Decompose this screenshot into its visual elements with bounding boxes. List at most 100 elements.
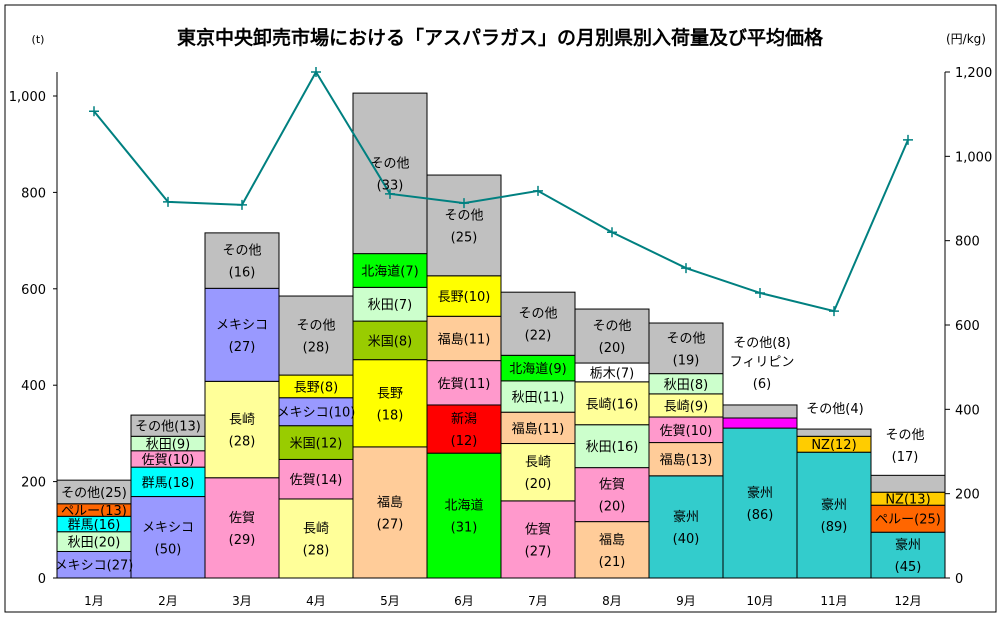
- x-tick-label: 3月: [232, 594, 252, 608]
- data-label: メキシコ(27): [55, 559, 134, 574]
- outside-data-label: フィリピン(6): [730, 355, 795, 392]
- bar-segment: [574, 381, 650, 426]
- data-label: 福島(13): [660, 453, 713, 468]
- price-point: [163, 196, 173, 207]
- bar-segment: [722, 427, 798, 579]
- data-label: 佐賀(29): [229, 511, 256, 548]
- y-tick-label: 0: [38, 572, 46, 587]
- data-label: 豪州(86): [747, 485, 774, 523]
- data-label: ペルー(25): [875, 513, 941, 528]
- bar-segment: [352, 286, 428, 322]
- x-tick-label: 11月: [820, 594, 847, 608]
- bar-segment: [204, 287, 280, 382]
- data-label: その他(20): [592, 319, 631, 356]
- bar-segment: [574, 308, 650, 364]
- data-label: 佐賀(14): [290, 473, 343, 488]
- data-label: メキシコ(10): [277, 406, 356, 421]
- x-tick-label: 2月: [158, 594, 178, 608]
- bar-segment: [574, 467, 650, 523]
- data-label: 群馬(18): [142, 476, 195, 491]
- price-point: [459, 198, 469, 209]
- y2-tick-label: 600: [955, 319, 980, 334]
- bar-segment: [648, 442, 724, 477]
- data-label: 佐賀(10): [660, 424, 713, 439]
- bar-segment: [352, 253, 428, 288]
- y2-axis-unit: (円/kg): [946, 32, 986, 46]
- bar-segment: [796, 451, 872, 579]
- y2-tick-label: 1,200: [955, 66, 992, 81]
- bar-segment: [130, 496, 206, 579]
- data-label: メキシコ(27): [216, 318, 268, 355]
- bar-segment: [426, 452, 502, 579]
- x-tick-label: 12月: [894, 594, 921, 608]
- bar-segment: [574, 521, 650, 579]
- bar-segment: [352, 92, 428, 255]
- price-line: [93, 70, 909, 313]
- x-tick-label: 7月: [528, 594, 548, 608]
- bar-segment: [500, 443, 576, 502]
- price-point: [903, 134, 913, 145]
- data-label: 佐賀(20): [599, 478, 626, 515]
- data-label: ペルー(13): [61, 504, 127, 519]
- y-tick-label: 600: [21, 283, 46, 298]
- bar-segment: [500, 354, 576, 382]
- data-label: 長崎(28): [303, 521, 330, 558]
- data-label: 福島(21): [599, 533, 626, 570]
- data-label: その他(22): [518, 307, 557, 344]
- x-tick-label: 5月: [380, 594, 400, 608]
- bar-segment: [648, 322, 724, 375]
- bar-segment: [56, 550, 132, 579]
- price-point: [681, 263, 691, 274]
- y-tick-label: 1,000: [9, 90, 46, 105]
- x-tick-label: 4月: [306, 594, 326, 608]
- bar-segment: [574, 424, 650, 469]
- y-tick-label: 400: [21, 379, 46, 394]
- outside-data-label: その他(8): [733, 336, 790, 351]
- y-tick-label: 200: [21, 476, 46, 491]
- data-label: 長野(10): [438, 290, 491, 305]
- y2-tick-label: 1,000: [955, 150, 992, 165]
- bar-segment: [352, 359, 428, 448]
- bar-segment: [204, 232, 280, 289]
- x-tick-label: 6月: [454, 594, 474, 608]
- data-label: 群馬(16): [68, 518, 121, 533]
- bar-segment: [278, 425, 354, 460]
- x-tick-label: 1月: [84, 594, 104, 608]
- data-label: 長崎(16): [586, 397, 639, 412]
- data-label: 秋田(9): [146, 438, 190, 453]
- y-axis-unit: (t): [32, 33, 45, 46]
- bar-segment: [648, 416, 724, 444]
- data-label: 新潟(12): [451, 411, 478, 449]
- price-point: [607, 227, 617, 238]
- data-label: 福島(11): [512, 422, 565, 437]
- bar-segment: [204, 477, 280, 579]
- bar-segment: [278, 295, 354, 376]
- bar-segment: [500, 380, 576, 413]
- data-label: 長野(8): [294, 380, 338, 395]
- data-label: 佐賀(11): [438, 377, 491, 392]
- outside-data-label: その他(17): [885, 428, 924, 465]
- data-label: 長崎(9): [664, 399, 708, 414]
- data-label: その他(16): [222, 244, 261, 281]
- data-label: 秋田(20): [68, 536, 121, 551]
- data-label: 秋田(7): [368, 298, 412, 313]
- data-label: 佐賀(10): [142, 453, 195, 468]
- data-label: 長崎(20): [525, 455, 552, 492]
- bar-segment: [204, 380, 280, 479]
- bar-segment: [722, 417, 798, 429]
- data-label: 北海道(9): [509, 362, 566, 377]
- data-label: 福島(27): [377, 495, 404, 532]
- bar-segment: [352, 320, 428, 361]
- bar-segment: [722, 404, 798, 419]
- bar-segment: [870, 474, 946, 493]
- x-tick-label: 8月: [602, 594, 622, 608]
- data-label: 秋田(16): [586, 440, 639, 455]
- data-label: NZ(13): [885, 493, 930, 508]
- data-label: 秋田(11): [512, 391, 565, 406]
- data-label: その他(13): [135, 420, 201, 435]
- bar-segment: [648, 475, 724, 579]
- data-label: 米国(8): [368, 334, 412, 349]
- outside-data-label: その他(4): [806, 402, 863, 417]
